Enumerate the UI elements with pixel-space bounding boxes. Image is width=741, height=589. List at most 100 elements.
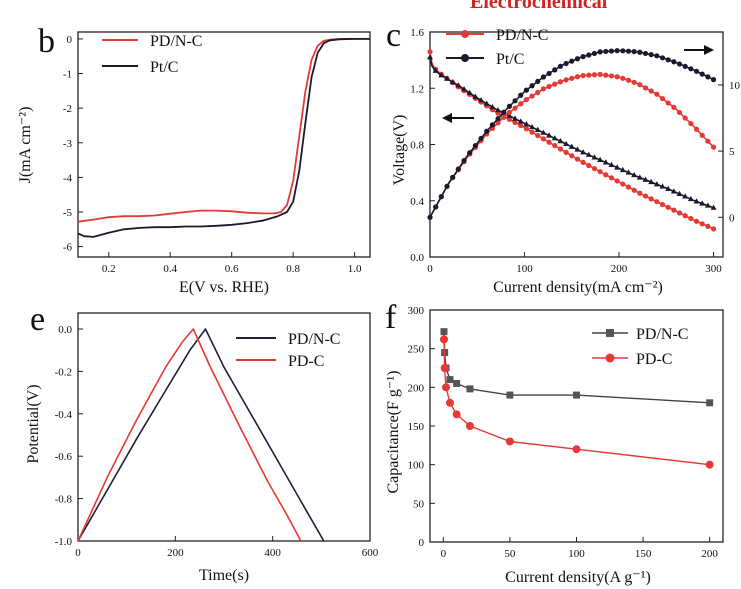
data-point bbox=[506, 109, 512, 116]
data-point bbox=[489, 103, 496, 110]
data-point bbox=[546, 70, 552, 77]
panel-f-letter: f bbox=[385, 299, 397, 336]
data-point bbox=[631, 79, 637, 85]
data-point bbox=[512, 119, 518, 126]
data-point bbox=[523, 126, 530, 132]
data-point bbox=[654, 199, 660, 205]
data-point bbox=[637, 82, 643, 88]
right-axis-arrow bbox=[684, 45, 714, 55]
y-tick-label: 0.4 bbox=[410, 196, 424, 208]
data-point bbox=[552, 81, 558, 87]
x-tick-label: 0 bbox=[441, 548, 447, 560]
data-point bbox=[699, 200, 706, 206]
data-point bbox=[631, 187, 637, 193]
panel-f-ticks: 0 50 100 150 200 0 50 100 150 200 250 300 bbox=[408, 305, 719, 560]
panel-c-legend: PD/N-C Pt/C bbox=[446, 27, 548, 68]
panel-b-frame bbox=[77, 31, 371, 258]
y-tick-label: -5 bbox=[63, 207, 73, 219]
panel-c-series bbox=[427, 48, 717, 232]
data-point bbox=[523, 121, 530, 127]
data-point bbox=[440, 364, 449, 372]
data-point bbox=[665, 100, 671, 106]
data-point bbox=[699, 221, 705, 227]
data-point bbox=[580, 149, 587, 155]
data-point bbox=[427, 54, 433, 60]
data-point bbox=[614, 48, 620, 54]
panel-f-series bbox=[439, 328, 714, 469]
panel-e-ylabel: Potential(V) bbox=[25, 384, 42, 463]
data-point bbox=[569, 75, 575, 81]
data-point bbox=[631, 171, 638, 178]
data-point bbox=[614, 164, 621, 170]
data-point bbox=[665, 185, 672, 191]
legend-label-pdnc: PD/N-C bbox=[150, 33, 202, 50]
x-tick-label: 600 bbox=[362, 547, 379, 559]
data-point bbox=[574, 156, 581, 162]
data-point bbox=[603, 48, 609, 55]
data-point bbox=[546, 83, 552, 90]
data-point bbox=[580, 54, 586, 60]
data-point bbox=[563, 60, 569, 67]
data-point bbox=[461, 86, 468, 92]
y-tick-label: 0.0 bbox=[410, 252, 424, 264]
data-point bbox=[580, 159, 586, 166]
legend-label-pdnc: PD/N-C bbox=[496, 27, 548, 44]
y-tick-label: 200 bbox=[408, 382, 425, 394]
data-point bbox=[501, 114, 507, 120]
legend-marker-ptc bbox=[461, 54, 469, 62]
data-point bbox=[563, 77, 569, 83]
data-point bbox=[552, 67, 558, 73]
data-point bbox=[665, 204, 671, 210]
data-point bbox=[637, 49, 643, 55]
data-point bbox=[682, 63, 688, 70]
data-point bbox=[710, 77, 717, 83]
data-point bbox=[546, 132, 553, 138]
data-point bbox=[653, 181, 660, 187]
data-point bbox=[620, 181, 626, 187]
panel-f-ylabel: Capacitance(F g⁻¹) bbox=[385, 371, 402, 494]
y-tick-label: 50 bbox=[413, 498, 425, 510]
data-point bbox=[427, 214, 433, 220]
data-point bbox=[517, 118, 524, 124]
data-point bbox=[557, 63, 564, 69]
data-point bbox=[432, 67, 439, 73]
data-point bbox=[688, 66, 694, 72]
data-point bbox=[438, 72, 445, 78]
data-point bbox=[574, 74, 581, 80]
data-point bbox=[710, 226, 717, 232]
x-tick-label: 200 bbox=[167, 547, 184, 559]
legend-label-pdc: PD-C bbox=[288, 353, 324, 370]
data-point bbox=[659, 55, 666, 61]
y-tick-label: -1.0 bbox=[55, 536, 73, 548]
data-point bbox=[687, 195, 694, 202]
data-point bbox=[597, 169, 603, 175]
data-point bbox=[484, 128, 490, 134]
data-point bbox=[710, 204, 717, 210]
x-tick-label: 100 bbox=[516, 263, 533, 275]
data-point bbox=[591, 72, 598, 78]
data-point bbox=[676, 190, 683, 196]
data-point bbox=[518, 101, 524, 107]
left-axis-arrow bbox=[442, 113, 474, 123]
y-tick-label: -0.6 bbox=[55, 451, 73, 463]
data-point bbox=[642, 50, 649, 57]
data-point bbox=[512, 98, 518, 104]
data-point bbox=[512, 115, 519, 121]
data-point bbox=[682, 213, 688, 219]
data-point bbox=[676, 61, 683, 67]
panel-e-legend: PD/N-C PD-C bbox=[236, 331, 340, 370]
data-point bbox=[546, 139, 552, 145]
data-point bbox=[501, 109, 507, 115]
data-point bbox=[648, 52, 654, 58]
data-point bbox=[512, 105, 518, 111]
data-point bbox=[574, 56, 581, 62]
data-point bbox=[573, 391, 580, 399]
data-point bbox=[620, 48, 626, 54]
data-point bbox=[440, 328, 448, 336]
x-tick-label: 0 bbox=[427, 263, 433, 275]
data-point bbox=[455, 82, 462, 88]
data-point bbox=[529, 123, 536, 130]
data-point bbox=[534, 126, 541, 132]
data-point bbox=[586, 162, 592, 169]
data-point bbox=[591, 154, 598, 160]
